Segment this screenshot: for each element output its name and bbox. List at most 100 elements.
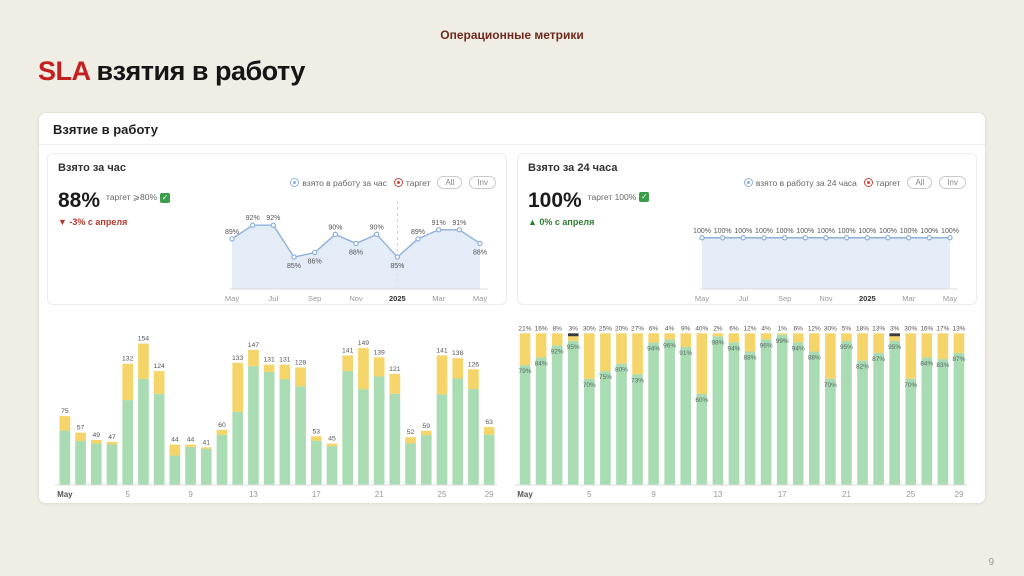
legend-hour-series[interactable]: взято в работу за час <box>290 178 387 188</box>
target-dot-icon <box>863 178 873 187</box>
page-title-rest: взятия в работу <box>89 56 306 86</box>
svg-text:84%: 84% <box>920 361 933 368</box>
svg-text:May: May <box>943 294 957 303</box>
svg-text:73%: 73% <box>631 377 644 384</box>
svg-text:30%: 30% <box>904 325 917 332</box>
day-target-label: таргет 100% <box>587 192 637 202</box>
svg-text:44: 44 <box>187 437 195 444</box>
day-card-body: 100% таргет 100% ✓ ▲ 0% с апреля <box>528 174 966 303</box>
svg-text:5%: 5% <box>842 325 852 332</box>
svg-text:100%: 100% <box>694 228 711 235</box>
svg-text:6%: 6% <box>794 325 804 332</box>
svg-text:13: 13 <box>713 490 722 499</box>
svg-text:100%: 100% <box>879 228 897 235</box>
svg-text:13%: 13% <box>872 325 885 332</box>
svg-text:87%: 87% <box>952 356 965 363</box>
svg-text:100%: 100% <box>941 228 959 235</box>
svg-text:90%: 90% <box>328 224 342 231</box>
day-kpi-card: Взято за 24 часа 100% таргет 100% ✓ ▲ 0%… <box>517 153 977 305</box>
svg-text:100%: 100% <box>796 228 814 235</box>
svg-text:94%: 94% <box>792 345 805 352</box>
svg-text:85%: 85% <box>287 263 301 270</box>
svg-text:Mar: Mar <box>902 294 915 303</box>
svg-text:133: 133 <box>232 355 244 362</box>
svg-text:131: 131 <box>279 357 291 364</box>
page-header: Операционные метрики <box>440 28 584 42</box>
svg-text:40%: 40% <box>695 325 708 332</box>
check-icon: ✓ <box>160 192 171 203</box>
svg-text:87%: 87% <box>872 356 885 363</box>
svg-text:Nov: Nov <box>349 294 363 303</box>
svg-text:60: 60 <box>218 422 226 429</box>
svg-text:44: 44 <box>171 437 179 444</box>
svg-text:12%: 12% <box>744 325 757 332</box>
svg-text:49: 49 <box>93 432 101 439</box>
svg-text:6%: 6% <box>649 325 659 332</box>
svg-text:52: 52 <box>407 429 415 436</box>
check-icon: ✓ <box>639 192 650 202</box>
svg-text:98%: 98% <box>711 339 724 346</box>
svg-text:70%: 70% <box>824 382 837 389</box>
hour-inv-button[interactable]: Inv <box>469 176 496 189</box>
svg-text:128: 128 <box>295 359 307 366</box>
svg-text:91%: 91% <box>432 220 446 227</box>
hour-all-button[interactable]: All <box>437 176 463 189</box>
svg-text:88%: 88% <box>744 355 757 362</box>
legend-hour-target[interactable]: таргет <box>393 177 431 188</box>
svg-text:95%: 95% <box>567 344 580 351</box>
kpi-row: Взято за час 88% таргет ⩾80% ✓ ▼ -3% с а… <box>39 145 985 307</box>
svg-text:124: 124 <box>153 363 165 370</box>
svg-text:9%: 9% <box>681 325 691 332</box>
target-dot-icon <box>393 178 403 187</box>
legend-day-target[interactable]: таргет <box>863 177 901 188</box>
svg-text:5: 5 <box>587 490 592 499</box>
svg-text:Mar: Mar <box>432 294 445 303</box>
svg-text:May: May <box>695 294 709 303</box>
svg-text:95%: 95% <box>840 344 853 351</box>
day-chart-column: взято в работу за 24 часа таргет All Inv… <box>654 174 966 303</box>
svg-text:May: May <box>473 294 487 303</box>
svg-text:17%: 17% <box>936 325 949 332</box>
page-title: SLA взятия в работу <box>38 56 305 87</box>
svg-text:96%: 96% <box>663 342 676 349</box>
day-all-button[interactable]: All <box>907 176 933 189</box>
svg-text:70%: 70% <box>904 382 917 389</box>
day-inv-button[interactable]: Inv <box>939 176 966 189</box>
svg-text:53: 53 <box>313 428 321 435</box>
svg-text:3%: 3% <box>890 325 900 332</box>
hour-line-chart: 89% 92% 92% 85% 86% 90% 88% 90% 85% 89% 91% 91% 88% M… <box>224 191 496 303</box>
svg-text:45: 45 <box>328 436 336 443</box>
svg-text:147: 147 <box>248 342 260 349</box>
svg-text:17: 17 <box>312 490 321 499</box>
svg-text:29: 29 <box>955 490 964 499</box>
svg-text:100%: 100% <box>714 228 732 235</box>
svg-text:9: 9 <box>188 490 193 499</box>
svg-text:89%: 89% <box>225 229 239 236</box>
hour-card-body: 88% таргет ⩾80% ✓ ▼ -3% с апреля <box>58 174 496 303</box>
hour-chart-column: взято в работу за час таргет All Inv 89%… <box>184 174 496 303</box>
legend-hour-target-label: таргет <box>405 177 431 188</box>
svg-text:30%: 30% <box>583 325 596 332</box>
svg-text:8%: 8% <box>552 325 562 332</box>
svg-text:25%: 25% <box>599 325 612 332</box>
svg-text:75: 75 <box>61 408 69 415</box>
daily-percent-bar-chart: 21% 79% 16% 84% 8% 92% 3% 95% 30% 70% 25% 75% 20% 80%… <box>509 313 971 501</box>
svg-text:16%: 16% <box>535 325 548 332</box>
svg-text:9: 9 <box>651 490 656 499</box>
svg-text:121: 121 <box>389 366 401 373</box>
svg-text:132: 132 <box>122 356 134 363</box>
page-number: 9 <box>988 557 994 568</box>
svg-text:154: 154 <box>138 336 150 343</box>
svg-text:96%: 96% <box>760 342 773 349</box>
page-title-accent: SLA <box>38 56 90 86</box>
svg-text:99%: 99% <box>776 338 789 345</box>
svg-text:1%: 1% <box>777 325 787 332</box>
svg-text:25: 25 <box>438 490 447 499</box>
svg-text:16%: 16% <box>920 325 933 332</box>
legend-day-series[interactable]: взято в работу за 24 часа <box>743 178 857 188</box>
svg-text:89%: 89% <box>411 229 425 236</box>
metrics-card: Взятие в работу Взято за час 88% таргет … <box>38 112 986 504</box>
hour-target: таргет ⩾80% ✓ <box>106 192 171 203</box>
svg-text:63: 63 <box>485 419 493 426</box>
legend-day-target-label: таргет <box>875 177 901 188</box>
